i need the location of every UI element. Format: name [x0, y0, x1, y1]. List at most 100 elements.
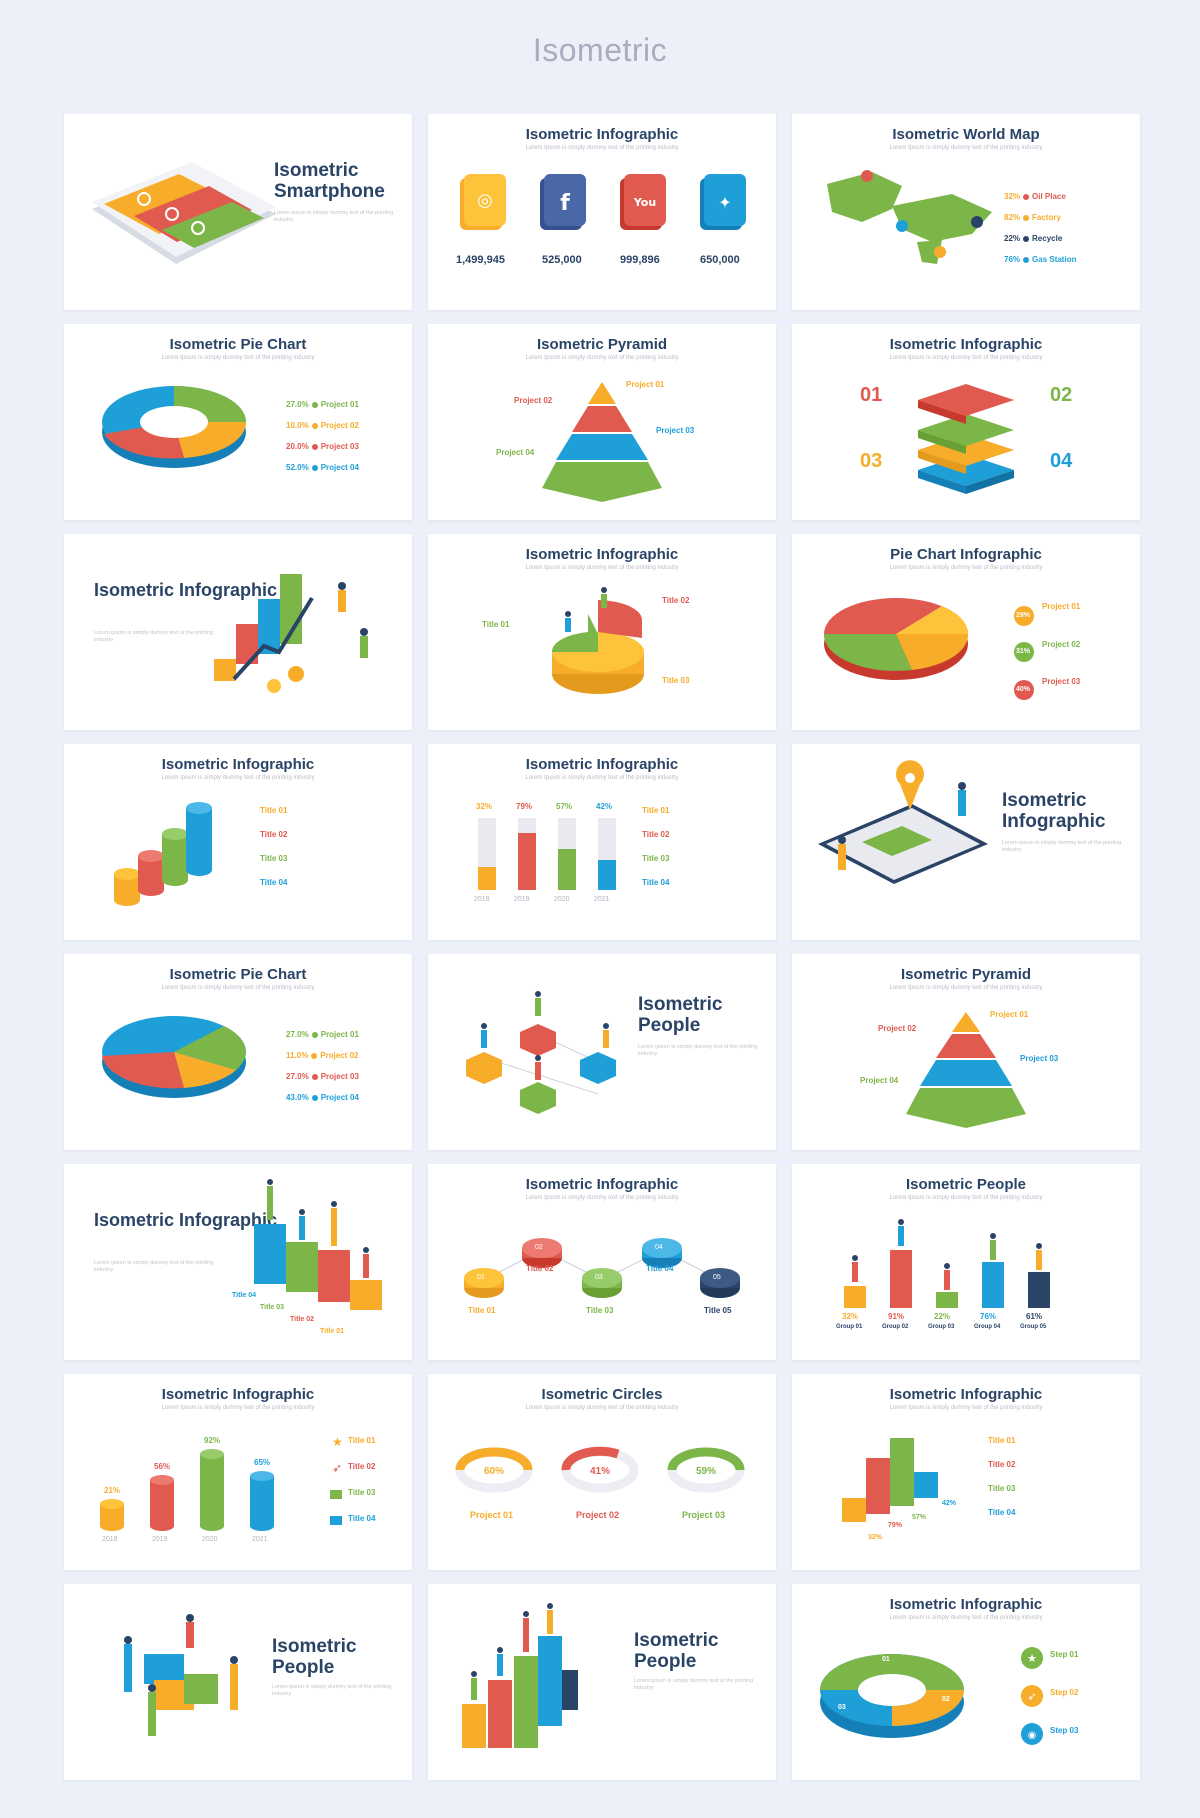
slide-isometric-people-hex[interactable]: Isometric People Lorem ipsum is simply d…: [428, 954, 776, 1150]
ring-number: 03: [838, 1704, 846, 1711]
slide-pie-chart-infographic[interactable]: Pie Chart Infographic Lorem Ipsum is sim…: [792, 534, 1140, 730]
disc-number: 02: [535, 1244, 543, 1251]
percent-badge: 40%: [1016, 686, 1031, 693]
slide-title: Isometric Pyramid: [900, 966, 1032, 983]
stat-value: 525,000: [542, 254, 582, 266]
pyramid-label: Project 04: [860, 1076, 899, 1085]
ring-label: Project 03: [682, 1510, 726, 1520]
slide-subtitle: Lorem Ipsum is simply dummy text of the …: [889, 565, 1043, 571]
svg-text:➶: ➶: [332, 1461, 342, 1475]
percent-badge: 29%: [1016, 612, 1031, 619]
slide-title: Pie Chart Infographic: [890, 546, 1042, 563]
segment-label: Title 03: [662, 676, 690, 685]
slide-isometric-layers[interactable]: Isometric Infographic Lorem Ipsum is sim…: [792, 324, 1140, 520]
chart-legend-item: 10.0% Project 02: [286, 421, 359, 430]
stair-label: Title 02: [290, 1316, 314, 1323]
slide-isometric-box-bars[interactable]: Isometric Infographic Lorem Ipsum is sim…: [792, 1374, 1140, 1570]
slide-isometric-circles[interactable]: Isometric Circles Lorem Ipsum is simply …: [428, 1374, 776, 1570]
svg-text:◎: ◎: [477, 190, 493, 211]
step-label: Step 03: [1050, 1726, 1079, 1735]
map-legend-item: 82% Factory: [1004, 213, 1061, 222]
group-bars: [844, 1219, 1050, 1308]
bar-label: Title 02: [348, 1462, 376, 1471]
stat-value: 1,499,945: [456, 254, 505, 266]
slide-isometric-ring-steps[interactable]: Isometric Infographic Lorem Ipsum is sim…: [792, 1584, 1140, 1780]
slide-isometric-cylinder-years[interactable]: Isometric Infographic Lorem Ipsum is sim…: [64, 1374, 412, 1570]
svg-text:✦: ✦: [718, 193, 731, 212]
svg-text:★: ★: [332, 1435, 343, 1449]
layer-number: 04: [1050, 450, 1073, 472]
bar-percent: 79%: [516, 802, 533, 811]
slide-description: Lorem ipsum is simply dummy text of the …: [272, 1684, 392, 1697]
slide-isometric-smartphone[interactable]: Isometric Smartphone Lorem ipsum is simp…: [64, 114, 412, 310]
slide-isometric-pyramid[interactable]: Isometric Pyramid Lorem Ipsum is simply …: [428, 324, 776, 520]
slide-title: Isometric Pyramid: [536, 336, 668, 353]
slide-subtitle: Lorem Ipsum is simply dummy text of the …: [525, 1195, 679, 1201]
slide-title: Isometric Infographic: [94, 1210, 278, 1230]
slide-isometric-people-puzzle[interactable]: Isometric People Lorem ipsum is simply d…: [64, 1584, 412, 1780]
percent-badge: 31%: [1016, 648, 1031, 655]
slide-subtitle: Lorem Ipsum is simply dummy text of the …: [889, 985, 1043, 991]
pyramid-graphic: [906, 1012, 1026, 1128]
people-stairs-illustration: [462, 1603, 578, 1748]
slide-subtitle: Lorem Ipsum is simply dummy text of the …: [161, 775, 315, 781]
percent-badges: [1014, 606, 1034, 700]
slide-isometric-pie-chart[interactable]: Isometric Pie Chart Lorem Ipsum is simpl…: [64, 324, 412, 520]
slide-subtitle: Lorem Ipsum is simply dummy text of the …: [161, 355, 315, 361]
pyramid-label: Project 02: [514, 396, 553, 405]
slide-isometric-growth[interactable]: Isometric Infographic Lorem ipsum is sim…: [64, 534, 412, 730]
bar-year: 2021: [594, 896, 610, 903]
slide-title: Isometric Infographic: [161, 756, 315, 773]
slide-isometric-disc-timeline[interactable]: Isometric Infographic Lorem Ipsum is sim…: [428, 1164, 776, 1360]
slide-title: Isometric Infographic: [161, 1386, 315, 1403]
progress-rings: [455, 1446, 745, 1493]
pyramid-label: Project 03: [1020, 1054, 1059, 1063]
slide-subtitle: Lorem Ipsum is simply dummy text of the …: [889, 355, 1043, 361]
stat-value: 999,896: [620, 254, 660, 266]
slide-isometric-location[interactable]: Isometric Infographic Lorem ipsum is sim…: [792, 744, 1140, 940]
stacked-layers: [918, 384, 1014, 494]
slide-isometric-social-infographic[interactable]: Isometric Infographic Lorem Ipsum is sim…: [428, 114, 776, 310]
bar-year: 2021: [252, 1536, 268, 1543]
slide-grid: Isometric Smartphone Lorem ipsum is simp…: [64, 114, 1140, 1780]
slide-title: Isometric Circles: [541, 1386, 663, 1403]
slide-isometric-cylinder-pie[interactable]: Isometric Infographic Lorem Ipsum is sim…: [428, 534, 776, 730]
bar-label: Title 04: [988, 1508, 1016, 1517]
slide-isometric-people-stairs[interactable]: Isometric People Lorem ipsum is simply d…: [428, 1584, 776, 1780]
pie-label: Project 03: [1042, 677, 1081, 686]
stair-label: Title 03: [260, 1304, 284, 1311]
group-label: Group 02: [882, 1324, 909, 1330]
slide-isometric-stairs[interactable]: Isometric Infographic Lorem ipsum is sim…: [64, 1164, 412, 1360]
disc-label: Title 02: [526, 1264, 554, 1273]
slide-title: Isometric People: [634, 1630, 719, 1672]
pie-chart-graphic: [823, 598, 969, 680]
slide-isometric-world-map[interactable]: Isometric World Map Lorem Ipsum is simpl…: [792, 114, 1140, 310]
slide-isometric-cylinders[interactable]: Isometric Infographic Lorem Ipsum is sim…: [64, 744, 412, 940]
slide-isometric-pie-chart-solid[interactable]: Isometric Pie Chart Lorem Ipsum is simpl…: [64, 954, 412, 1150]
slide-title: Isometric Infographic: [525, 1176, 679, 1193]
cylinder-pie-graphic: [551, 587, 644, 694]
bar-percent: 32%: [476, 802, 493, 811]
group-label: Group 01: [836, 1324, 863, 1330]
group-percent: 76%: [980, 1312, 997, 1321]
slide-isometric-progress-bars[interactable]: Isometric Infographic Lorem Ipsum is sim…: [428, 744, 776, 940]
bar-year: 2018: [102, 1536, 118, 1543]
chart-legend-item: 43.0% Project 04: [286, 1093, 359, 1102]
progress-bars: [478, 818, 616, 890]
bar-percent: 42%: [596, 802, 613, 811]
stairs-illustration: [254, 1179, 382, 1310]
slide-isometric-pyramid-2[interactable]: Isometric Pyramid Lorem Ipsum is simply …: [792, 954, 1140, 1150]
growth-illustration: [214, 574, 368, 693]
disc-label: Title 03: [586, 1306, 614, 1315]
stair-label: Title 04: [232, 1292, 256, 1299]
cylinder-graphic: [114, 802, 212, 906]
group-label: Group 03: [928, 1324, 955, 1330]
group-label: Group 04: [974, 1324, 1001, 1330]
slide-isometric-people-groups[interactable]: Isometric People Lorem Ipsum is simply d…: [792, 1164, 1140, 1360]
group-percent: 32%: [842, 1312, 859, 1321]
cylinder-label: Title 03: [260, 854, 288, 863]
disc-number: 05: [713, 1274, 721, 1281]
group-percent: 22%: [934, 1312, 951, 1321]
ring-label: Project 02: [576, 1510, 620, 1520]
bar-percent: 57%: [556, 802, 573, 811]
